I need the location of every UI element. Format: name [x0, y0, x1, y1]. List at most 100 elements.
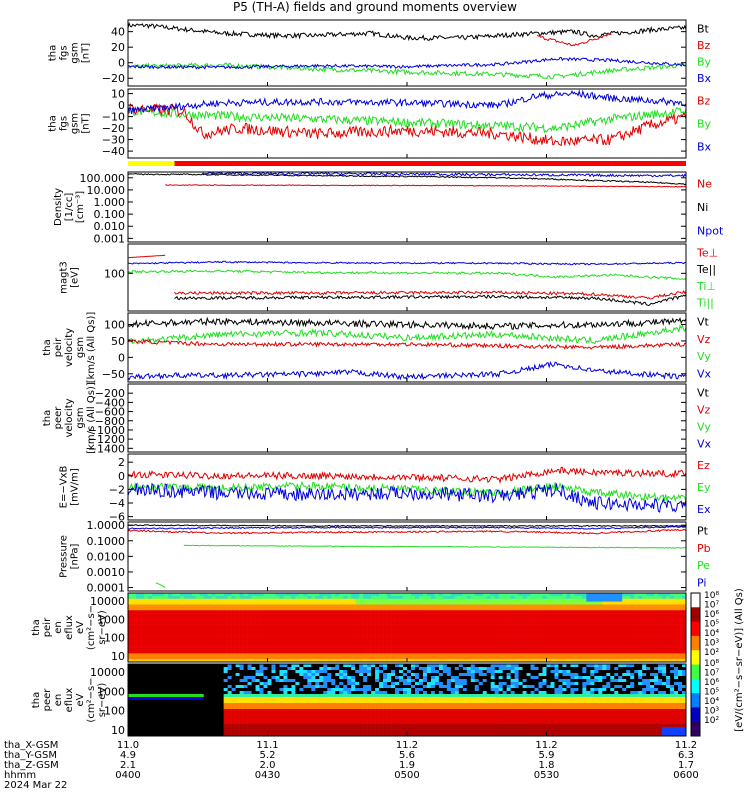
heatmap-cell	[458, 659, 464, 663]
heatmap-cell	[399, 644, 404, 648]
heatmap-cell	[227, 595, 232, 600]
heatmap-cell	[275, 618, 280, 623]
heatmap-cell	[438, 650, 444, 654]
heatmap-cell	[654, 621, 659, 625]
heatmap-cell	[347, 679, 352, 683]
heatmap-cell	[327, 639, 332, 643]
heatmap-cell	[223, 721, 228, 725]
heatmap-cell	[506, 641, 511, 646]
heatmap-cell	[167, 709, 173, 713]
heatmap-cell	[295, 730, 300, 734]
heatmap-cell	[155, 694, 161, 698]
heatmap-cell	[311, 724, 316, 728]
heatmap-cell	[327, 718, 332, 722]
heatmap-cell	[534, 616, 539, 620]
heatmap-cell	[271, 679, 276, 683]
heatmap-cell	[634, 593, 639, 597]
heatmap-cell	[351, 598, 356, 602]
heatmap-cell	[490, 593, 495, 597]
heatmap-cell	[510, 604, 515, 608]
heatmap-cell	[139, 676, 145, 680]
heatmap-cell	[255, 685, 260, 689]
heatmap-cell	[351, 604, 356, 608]
heatmap-cell	[626, 633, 631, 637]
heatmap-cell	[446, 656, 452, 660]
heatmap-cell	[171, 613, 177, 617]
heatmap-cell	[490, 624, 495, 628]
heatmap-cell	[255, 633, 260, 637]
heatmap-cell	[291, 673, 296, 677]
heatmap-cell	[279, 604, 284, 608]
heatmap-cell	[331, 610, 336, 614]
series-fgs_gsm-2	[128, 89, 686, 114]
heatmap-cell	[207, 656, 212, 660]
heatmap-cell	[498, 613, 503, 617]
heatmap-cell	[187, 641, 193, 646]
heatmap-cell	[490, 633, 495, 637]
heatmap-cell	[558, 650, 563, 654]
heatmap-cell	[239, 601, 244, 605]
heatmap-cell	[646, 639, 651, 643]
heatmap-cell	[466, 630, 472, 634]
heatmap-cell	[319, 656, 324, 660]
heatmap-cell	[291, 616, 296, 620]
heatmap-cell	[662, 621, 667, 625]
heatmap-cell	[518, 633, 523, 637]
heatmap-cell	[438, 659, 444, 663]
series-temperature-2	[128, 269, 686, 281]
heatmap-cell	[203, 656, 209, 660]
heatmap-cell	[223, 636, 228, 640]
heatmap-cell	[199, 700, 205, 704]
heatmap-cell	[646, 593, 651, 597]
heatmap-cell	[271, 691, 276, 695]
heatmap-cell	[243, 706, 248, 710]
heatmap-cell	[379, 618, 384, 623]
heatmap-cell	[574, 598, 579, 602]
heatmap-cell	[227, 712, 232, 716]
heatmap-cell	[235, 730, 240, 734]
heatmap-cell	[466, 595, 472, 600]
heatmap-cell	[666, 621, 671, 625]
heatmap-cell	[135, 706, 141, 710]
heatmap-cell	[271, 630, 276, 634]
heatmap-cell	[199, 709, 205, 713]
heatmap-cell	[614, 650, 619, 654]
heatmap-cell	[283, 604, 288, 608]
heatmap-cell	[343, 703, 348, 707]
heatmap-cell	[319, 633, 324, 637]
heatmap-cell	[654, 593, 659, 597]
heatmap-cell	[486, 647, 491, 651]
heatmap-cell	[407, 618, 412, 623]
heatmap-cell	[155, 639, 161, 643]
heatmap-cell	[179, 703, 185, 707]
heatmap-cell	[522, 604, 527, 608]
heatmap-cell	[239, 718, 244, 722]
heatmap-cell	[335, 724, 340, 728]
heatmap-cell	[351, 610, 356, 614]
heatmap-cell	[682, 601, 687, 605]
heatmap-cell	[586, 610, 591, 614]
heatmap-cell	[442, 610, 448, 614]
heatmap-cell	[287, 673, 292, 677]
heatmap-cell	[343, 601, 348, 605]
heatmap-cell	[391, 610, 396, 614]
heatmap-cell	[474, 653, 480, 657]
heatmap-cell	[538, 644, 543, 648]
heatmap-cell	[167, 613, 173, 617]
heatmap-cell	[131, 682, 137, 686]
heatmap-cell	[151, 604, 157, 608]
heatmap-cell	[191, 627, 197, 631]
heatmap-cell	[347, 682, 352, 686]
heatmap-cell	[199, 691, 205, 695]
heatmap-cell	[215, 621, 220, 625]
heatmap-cell	[195, 639, 201, 643]
heatmap-cell	[327, 709, 332, 713]
heatmap-cell	[654, 613, 659, 617]
heatmap-cell	[450, 607, 456, 611]
heatmap-cell	[486, 601, 491, 605]
heatmap-cell	[514, 610, 519, 614]
heatmap-cell	[554, 636, 559, 640]
heatmap-cell	[279, 650, 284, 654]
heatmap-cell	[307, 630, 312, 634]
heatmap-cell	[195, 712, 201, 716]
